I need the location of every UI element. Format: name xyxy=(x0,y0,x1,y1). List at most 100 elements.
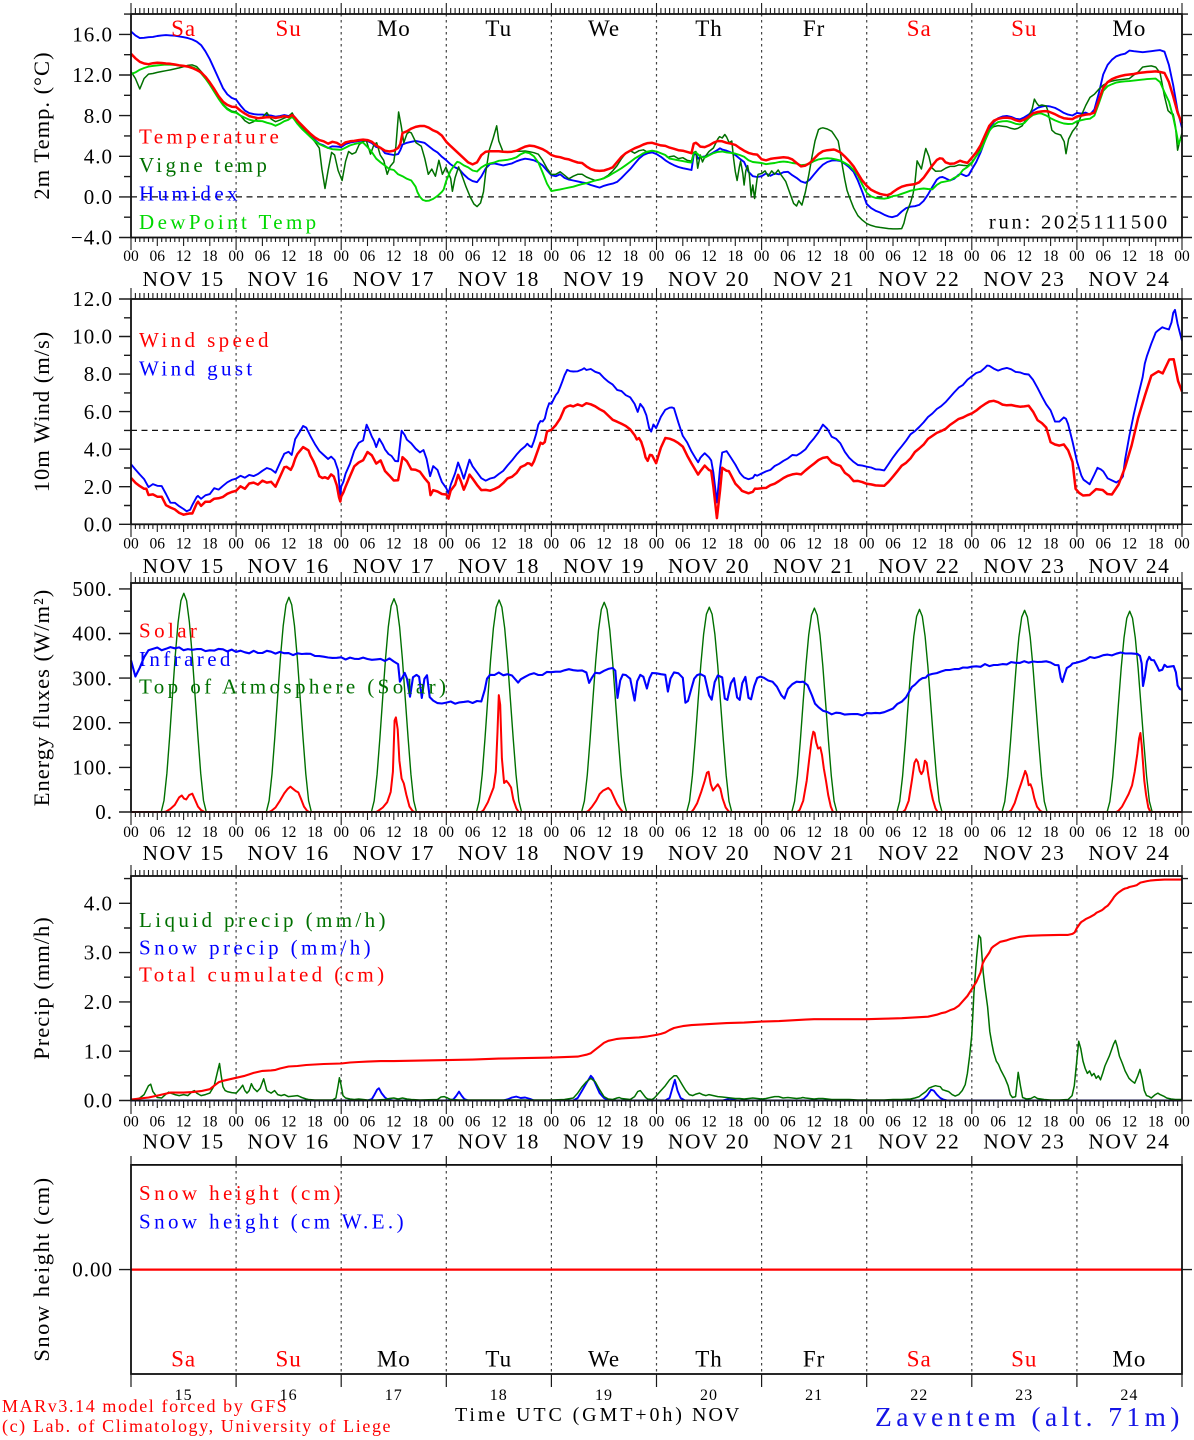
svg-text:0.0: 0.0 xyxy=(84,512,113,536)
svg-text:06: 06 xyxy=(465,1114,481,1131)
svg-text:12: 12 xyxy=(911,536,927,553)
svg-text:NOV 22: NOV 22 xyxy=(878,841,960,865)
svg-text:12: 12 xyxy=(911,1114,927,1131)
svg-text:00: 00 xyxy=(228,536,244,553)
svg-text:Solar: Solar xyxy=(139,619,200,643)
svg-text:06: 06 xyxy=(255,1114,271,1131)
svg-text:18: 18 xyxy=(833,536,849,553)
svg-text:06: 06 xyxy=(360,1114,376,1131)
svg-text:12.0: 12.0 xyxy=(72,63,113,87)
svg-text:18: 18 xyxy=(202,536,218,553)
svg-text:06: 06 xyxy=(780,536,796,553)
svg-text:NOV 21: NOV 21 xyxy=(773,554,855,578)
svg-text:12: 12 xyxy=(806,1114,822,1131)
svg-text:NOV 18: NOV 18 xyxy=(458,554,540,578)
svg-text:18: 18 xyxy=(307,536,323,553)
svg-text:12: 12 xyxy=(1017,536,1033,553)
svg-text:00: 00 xyxy=(333,1114,349,1131)
svg-text:Snow precip (mm/h): Snow precip (mm/h) xyxy=(139,936,374,960)
svg-text:00: 00 xyxy=(859,1114,875,1131)
svg-text:Humidex: Humidex xyxy=(139,182,241,206)
svg-text:500.: 500. xyxy=(72,577,113,601)
svg-text:10.0: 10.0 xyxy=(72,325,113,349)
svg-text:200.: 200. xyxy=(72,711,113,735)
svg-text:16.0: 16.0 xyxy=(72,23,113,47)
svg-text:12: 12 xyxy=(386,536,402,553)
svg-text:NOV: NOV xyxy=(692,1404,741,1426)
svg-text:06: 06 xyxy=(150,1114,166,1131)
svg-text:12: 12 xyxy=(701,824,717,841)
svg-text:18: 18 xyxy=(517,248,533,265)
svg-text:00: 00 xyxy=(439,536,455,553)
svg-text:18: 18 xyxy=(1043,536,1059,553)
svg-text:NOV 21: NOV 21 xyxy=(773,267,855,291)
svg-text:Precip (mm/h): Precip (mm/h) xyxy=(29,916,54,1060)
svg-text:00: 00 xyxy=(859,824,875,841)
svg-text:06: 06 xyxy=(255,824,271,841)
svg-text:18: 18 xyxy=(833,248,849,265)
svg-text:2.0: 2.0 xyxy=(84,990,113,1014)
svg-text:18: 18 xyxy=(517,1114,533,1131)
svg-text:12: 12 xyxy=(596,536,612,553)
svg-text:2m Temp. (°C): 2m Temp. (°C) xyxy=(29,51,54,199)
svg-text:18: 18 xyxy=(1148,536,1164,553)
svg-text:Liquid precip (mm/h): Liquid precip (mm/h) xyxy=(139,908,389,932)
svg-text:06: 06 xyxy=(360,248,376,265)
svg-text:00: 00 xyxy=(649,536,665,553)
svg-text:NOV 23: NOV 23 xyxy=(983,554,1065,578)
svg-text:NOV 22: NOV 22 xyxy=(878,554,960,578)
svg-text:00: 00 xyxy=(439,248,455,265)
svg-text:12: 12 xyxy=(806,824,822,841)
svg-text:NOV 17: NOV 17 xyxy=(353,1130,435,1154)
svg-text:06: 06 xyxy=(570,1114,586,1131)
svg-text:00: 00 xyxy=(439,1114,455,1131)
svg-text:NOV 18: NOV 18 xyxy=(458,1130,540,1154)
svg-text:4.0: 4.0 xyxy=(84,144,113,168)
svg-text:12: 12 xyxy=(1017,824,1033,841)
svg-text:00: 00 xyxy=(228,824,244,841)
svg-text:06: 06 xyxy=(675,536,691,553)
svg-text:NOV 24: NOV 24 xyxy=(1088,841,1170,865)
svg-text:12: 12 xyxy=(281,1114,297,1131)
svg-text:NOV 20: NOV 20 xyxy=(668,1130,750,1154)
svg-text:00: 00 xyxy=(964,248,980,265)
svg-text:NOV 22: NOV 22 xyxy=(878,1130,960,1154)
svg-text:Sa: Sa xyxy=(907,1347,932,1372)
svg-text:18: 18 xyxy=(938,1114,954,1131)
svg-text:00: 00 xyxy=(1069,248,1085,265)
svg-text:06: 06 xyxy=(780,824,796,841)
svg-text:Su: Su xyxy=(1011,16,1037,41)
svg-text:Snow height (cm W.E.): Snow height (cm W.E.) xyxy=(139,1210,407,1234)
svg-text:20: 20 xyxy=(700,1387,718,1404)
svg-text:10m Wind (m/s): 10m Wind (m/s) xyxy=(29,331,54,492)
svg-text:1.0: 1.0 xyxy=(84,1039,113,1063)
svg-text:−4.0: −4.0 xyxy=(71,226,113,250)
svg-text:00: 00 xyxy=(964,1114,980,1131)
svg-text:00: 00 xyxy=(649,824,665,841)
svg-text:NOV 24: NOV 24 xyxy=(1088,554,1170,578)
svg-text:00: 00 xyxy=(754,824,770,841)
svg-text:Vigne temp: Vigne temp xyxy=(139,153,270,177)
svg-text:NOV 23: NOV 23 xyxy=(983,841,1065,865)
svg-text:12: 12 xyxy=(281,536,297,553)
svg-text:00: 00 xyxy=(544,824,560,841)
svg-text:NOV 20: NOV 20 xyxy=(668,267,750,291)
svg-text:12: 12 xyxy=(491,536,507,553)
svg-text:18: 18 xyxy=(1148,1114,1164,1131)
svg-text:00: 00 xyxy=(964,536,980,553)
svg-text:06: 06 xyxy=(675,248,691,265)
svg-text:12: 12 xyxy=(491,1114,507,1131)
svg-text:00: 00 xyxy=(1174,1114,1190,1131)
svg-text:12: 12 xyxy=(1017,248,1033,265)
svg-text:NOV 17: NOV 17 xyxy=(353,554,435,578)
svg-text:4.0: 4.0 xyxy=(84,891,113,915)
svg-text:12: 12 xyxy=(701,248,717,265)
svg-text:NOV 23: NOV 23 xyxy=(983,267,1065,291)
svg-text:Fr: Fr xyxy=(803,1347,825,1372)
svg-text:0.0: 0.0 xyxy=(84,1089,113,1113)
svg-text:0.: 0. xyxy=(95,800,113,824)
svg-text:00: 00 xyxy=(333,536,349,553)
svg-text:Su: Su xyxy=(275,16,301,41)
svg-text:8.0: 8.0 xyxy=(84,104,113,128)
svg-text:00: 00 xyxy=(228,248,244,265)
